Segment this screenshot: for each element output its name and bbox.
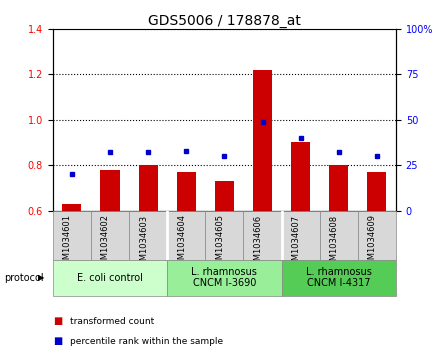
Bar — [282, 260, 396, 296]
Bar — [320, 211, 358, 260]
Bar — [367, 172, 386, 211]
Bar — [167, 260, 282, 296]
Bar — [282, 211, 320, 260]
Text: GSM1034603: GSM1034603 — [139, 215, 148, 270]
Bar — [53, 211, 91, 260]
Text: GSM1034607: GSM1034607 — [292, 215, 301, 270]
Text: GSM1034605: GSM1034605 — [216, 215, 224, 270]
Text: ■: ■ — [53, 316, 62, 326]
Bar — [253, 70, 272, 211]
Text: GSM1034602: GSM1034602 — [101, 215, 110, 270]
Text: GSM1034606: GSM1034606 — [253, 215, 263, 270]
Text: protocol: protocol — [4, 273, 44, 283]
Text: GSM1034609: GSM1034609 — [368, 215, 377, 270]
Text: ▶: ▶ — [37, 273, 44, 282]
Text: percentile rank within the sample: percentile rank within the sample — [70, 337, 224, 346]
Text: GSM1034608: GSM1034608 — [330, 215, 339, 270]
Text: L. rhamnosus
CNCM I-4317: L. rhamnosus CNCM I-4317 — [306, 267, 372, 289]
Bar — [53, 260, 167, 296]
Bar — [329, 165, 348, 211]
Text: ■: ■ — [53, 336, 62, 346]
Bar — [205, 211, 243, 260]
Text: E. coli control: E. coli control — [77, 273, 143, 283]
Title: GDS5006 / 178878_at: GDS5006 / 178878_at — [148, 14, 301, 28]
Bar — [177, 172, 196, 211]
Bar — [291, 142, 310, 211]
Text: GSM1034604: GSM1034604 — [177, 215, 186, 270]
Bar — [215, 181, 234, 211]
Bar — [91, 211, 129, 260]
Bar — [139, 165, 158, 211]
Bar — [129, 211, 167, 260]
Bar — [100, 170, 120, 211]
Bar — [243, 211, 282, 260]
Bar — [358, 211, 396, 260]
Bar — [167, 211, 205, 260]
Text: GSM1034601: GSM1034601 — [63, 215, 72, 270]
Bar — [62, 204, 81, 211]
Text: L. rhamnosus
CNCM I-3690: L. rhamnosus CNCM I-3690 — [191, 267, 257, 289]
Text: transformed count: transformed count — [70, 317, 154, 326]
